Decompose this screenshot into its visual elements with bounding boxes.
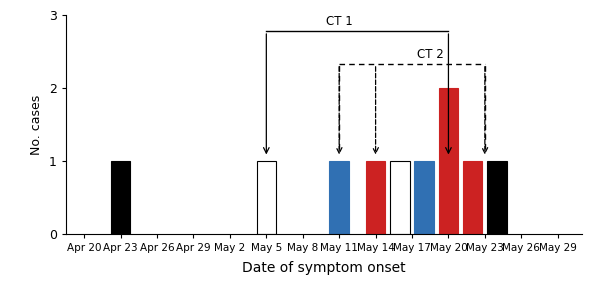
Bar (463, 161, 482, 234)
Bar (257, 161, 276, 234)
Bar (390, 161, 410, 234)
X-axis label: Date of symptom onset: Date of symptom onset (242, 261, 406, 275)
Bar (329, 161, 349, 234)
Text: CT 1: CT 1 (326, 15, 353, 28)
Bar (439, 88, 458, 234)
Bar (487, 161, 507, 234)
Bar (366, 161, 385, 234)
Text: CT 2: CT 2 (417, 48, 443, 61)
Bar (111, 161, 130, 234)
Y-axis label: No. cases: No. cases (31, 94, 43, 154)
Bar (415, 161, 434, 234)
